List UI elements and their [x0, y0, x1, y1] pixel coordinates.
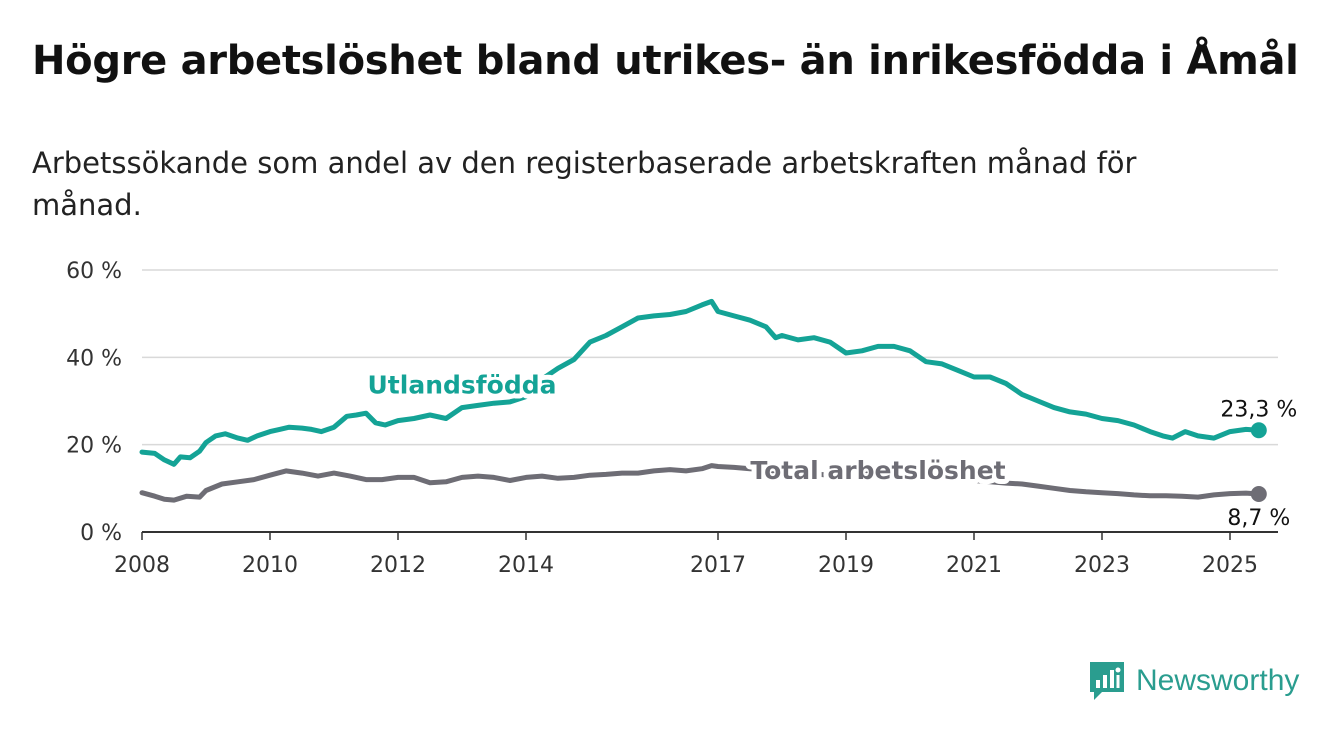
x-tick-label: 2008	[114, 553, 170, 578]
x-tick-label: 2017	[690, 553, 746, 578]
x-tick-label: 2010	[242, 553, 298, 578]
end-value-label: 23,3 %	[1220, 397, 1297, 422]
series-annotation-label: Utlandsfödda	[368, 371, 557, 400]
y-tick-label: 40 %	[66, 346, 122, 371]
grid-lines	[142, 269, 1278, 446]
series-line-total	[139, 463, 1262, 503]
series-end-marker	[1250, 422, 1267, 439]
series-group	[139, 298, 1267, 503]
x-tick-label: 2023	[1074, 553, 1130, 578]
x-tick-label: 2012	[370, 553, 426, 578]
y-tick-label: 60 %	[66, 259, 122, 284]
newsworthy-logo[interactable]: Newsworthy	[1088, 660, 1299, 702]
brand-name: Newsworthy	[1136, 664, 1300, 697]
x-tick-label: 2014	[498, 553, 554, 578]
x-tick-label: 2025	[1202, 553, 1258, 578]
end-value-label: 8,7 %	[1227, 506, 1290, 531]
y-axis: 0 % 20 % 40 % 60 %	[66, 259, 122, 546]
y-tick-label: 0 %	[80, 521, 122, 546]
x-tick-label: 2021	[946, 553, 1002, 578]
chart-subtitle: Arbetssökande som andel av den registerb…	[32, 146, 1137, 222]
series-end-marker	[1250, 486, 1267, 503]
series-line-utlandsfodda	[139, 298, 1262, 467]
series-annotation-label: Total arbetslöshet	[750, 456, 1005, 485]
bar-chart-speech-bubble-icon	[1090, 662, 1124, 700]
x-axis: 2008 2010 2012 2014 2017 2019 2021 2023 2025	[114, 531, 1278, 578]
annotation-group: 23,3 % 8,7 % Utlandsfödda Total arbetslöshe…	[363, 366, 1300, 534]
y-tick-label: 20 %	[66, 434, 122, 459]
chart-title: Högre arbetslöshet bland utrikes- än inr…	[32, 38, 1299, 84]
x-tick-label: 2019	[818, 553, 874, 578]
